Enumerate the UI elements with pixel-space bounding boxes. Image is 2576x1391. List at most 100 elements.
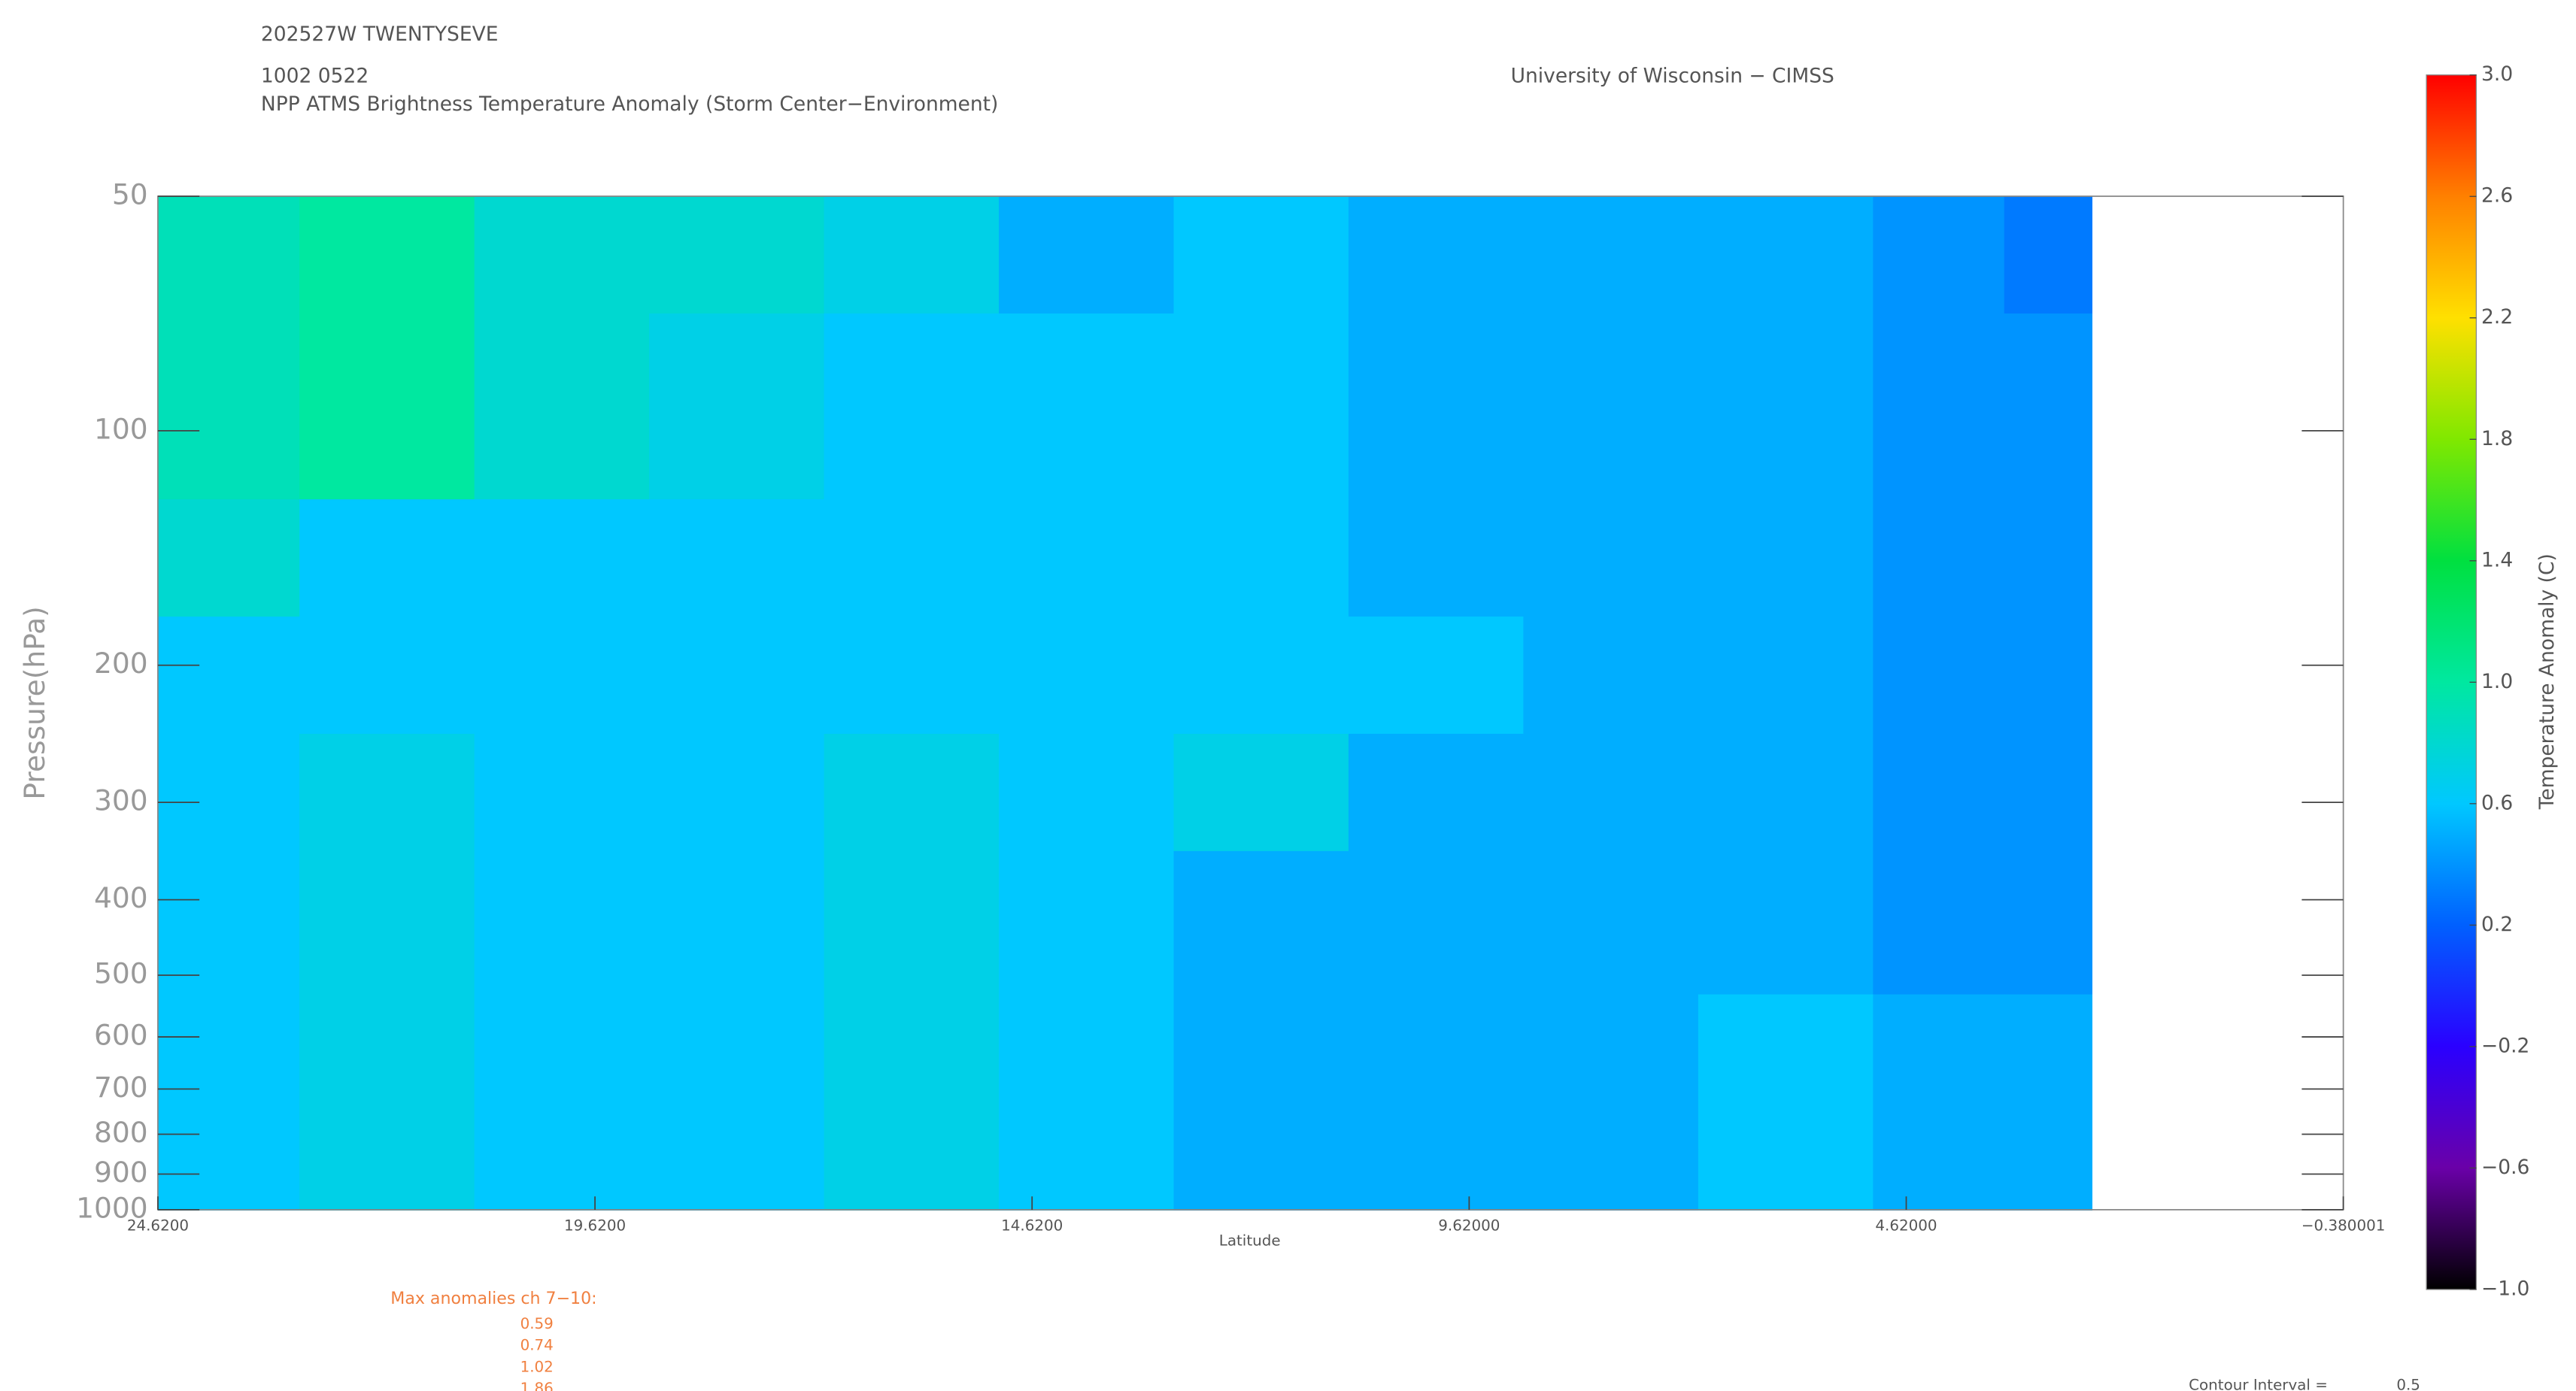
field-cell [1698,499,1874,618]
field-cell [649,195,825,315]
field-cell [1173,1149,1350,1211]
field-cell [2004,195,2093,315]
field-cell [1348,617,1525,735]
field-cell [157,1149,301,1211]
field-cell [649,994,825,1150]
field-cell [1348,499,1525,618]
field-cell [1173,733,1350,853]
field-cell [1173,195,1350,315]
field-cell [824,1149,1000,1211]
field-cell [824,313,1000,501]
header-line: NPP ATMS Brightness Temperature Anomaly … [261,92,998,116]
y-tick-label: 600 [94,1019,148,1052]
field-cell [474,850,651,996]
field-cell [1523,499,1699,618]
field-cell [2004,733,2093,853]
field-cell [1873,195,2005,315]
field-cell [157,195,301,315]
field-cell [299,499,475,618]
field-cell [1873,617,2005,735]
colorbar [2426,74,2477,1290]
y-tick-label: 1000 [76,1191,148,1224]
y-tick-label: 400 [94,881,148,914]
field-cell [1873,313,2005,501]
colorbar-tick-label: 0.6 [2481,791,2513,814]
y-tick-label: 50 [112,177,148,211]
field-cell [999,313,1175,501]
field-cell [474,617,651,735]
field-cell [649,313,825,501]
field-cell [2004,850,2093,996]
y-tick-label: 300 [94,784,148,817]
field-cell [649,733,825,853]
field-cell [1173,617,1350,735]
x-tick-label: 14.6200 [1001,1217,1063,1234]
field-cell [1523,733,1699,853]
field-cell [1698,617,1874,735]
field-cell [474,994,651,1150]
field-cell [1348,994,1525,1150]
field-cell [299,994,475,1150]
field-cell [1698,994,1874,1150]
field-cell [1873,733,2005,853]
field-cell [1873,850,2005,996]
field-cell [999,994,1175,1150]
field-cell [824,733,1000,853]
colorbar-tick-label: 3.0 [2481,62,2513,86]
x-tick-label: 9.62000 [1438,1217,1500,1234]
field-cell [1173,994,1350,1150]
field-cell [299,733,475,853]
field-cell [999,733,1175,853]
field-cell [1173,499,1350,618]
field-cell [299,195,475,315]
max-anomaly: 1.02 [520,1358,554,1375]
field-cell [157,617,301,735]
field-cell [1698,195,1874,315]
field-cell [999,617,1175,735]
field-cell [474,313,651,501]
header-line: 202527W TWENTYSEVE [261,23,499,46]
field-cell [1698,313,1874,501]
field-cell [474,499,651,618]
field-cell [299,1149,475,1211]
field-cell [157,994,301,1150]
contour-interval: 0.5 [2396,1377,2420,1391]
colorbar-label: Temperature Anomaly (C) [2535,553,2559,810]
colorbar-tick-label: −1.0 [2481,1277,2529,1300]
field-cell [157,313,301,501]
field-cell [157,850,301,996]
field-cell [1173,850,1350,996]
colorbar-tick-label: −0.2 [2481,1034,2529,1057]
contour-interval-label: Contour Interval = [2189,1377,2328,1391]
field-cell [1348,195,1525,315]
x-axis-label: Latitude [1219,1232,1281,1249]
y-axis-label: Pressure(hPa) [18,606,51,799]
field-cell [1698,733,1874,853]
y-tick-label: 800 [94,1116,148,1149]
field-cell [1173,313,1350,501]
field-cell [1523,195,1699,315]
field-cell [1523,313,1699,501]
y-tick-label: 700 [94,1071,148,1104]
field-cell [649,850,825,996]
plot-frame [157,195,2344,1211]
field-cell [1348,313,1525,501]
field-cell [2004,313,2093,501]
field-cell [157,733,301,853]
field-cell [2004,499,2093,618]
colorbar-tick-label: 0.2 [2481,913,2513,936]
field-cell [1873,1149,2005,1211]
field-cell [1873,499,2005,618]
field-cell [1523,617,1699,735]
field-cell [2004,994,2093,1150]
field-cell [1348,733,1525,853]
colorbar-tick-label: 1.4 [2481,548,2513,571]
field-cell [824,617,1000,735]
credit: University of Wisconsin − CIMSS [1511,64,1834,87]
y-tick-label: 100 [94,412,148,445]
field-cell [1348,850,1525,996]
field-cell [1523,1149,1699,1211]
y-tick-label: 900 [94,1156,148,1189]
